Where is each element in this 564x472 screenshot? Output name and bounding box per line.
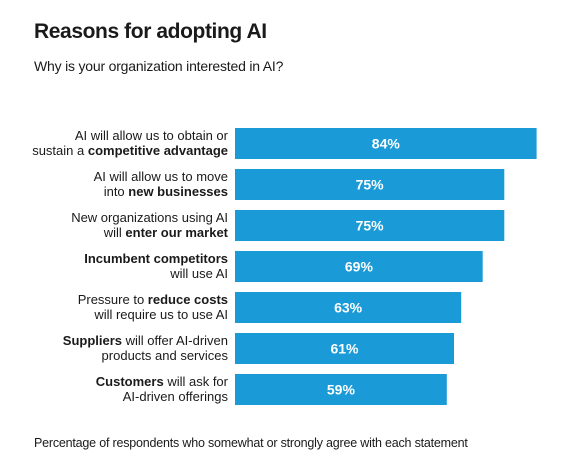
category-label-segment: will use AI [169, 266, 228, 281]
bar [235, 292, 462, 323]
category-label-segment: competitive advantage [88, 143, 228, 158]
category-label-segment: will [103, 225, 126, 240]
category-label-segment: AI will allow us to move [94, 169, 228, 184]
category-label: Suppliers will offer AI-driven products a… [63, 333, 229, 363]
category-label-segment: Suppliers [63, 333, 122, 348]
bar-value-label: 75% [356, 218, 385, 234]
category-label-segment: AI-driven offerings [123, 389, 229, 404]
category-label-segment: Customers [96, 374, 164, 389]
category-label: Pressure to reduce costs will require us … [78, 292, 228, 322]
category-label-segment: products and services [102, 348, 229, 363]
category-label-segment: will require us to use AI [93, 307, 228, 322]
category-label-segment: Pressure to [78, 292, 148, 307]
category-label-segment: reduce costs [148, 292, 228, 307]
bar [235, 374, 447, 405]
bar [235, 128, 537, 159]
bar-value-label: 61% [330, 341, 359, 357]
category-label-segment: sustain a [32, 143, 88, 158]
bar-row: 75% New organizations using AI will enter … [71, 210, 505, 241]
bar-value-label: 59% [327, 382, 356, 398]
bar-row: 69% Incumbent competitors will use AI [84, 251, 483, 282]
category-label: AI will allow us to obtain or sustain a c… [32, 128, 228, 158]
category-label-segment: will ask for [164, 374, 229, 389]
chart-subtitle: Why is your organization interested in A… [34, 58, 284, 74]
bar-row: 59% Customers will ask for AI-driven offer… [96, 374, 447, 405]
bar-row: 61% Suppliers will offer AI-driven product… [63, 333, 454, 364]
category-label: Customers will ask for AI-driven offering… [96, 374, 229, 404]
bar [235, 333, 454, 364]
category-label-segment: new businesses [128, 184, 228, 199]
bar-value-label: 84% [372, 136, 401, 152]
bar-value-label: 69% [345, 259, 374, 275]
category-label-segment: Incumbent competitors [84, 251, 228, 266]
bar [235, 169, 505, 200]
bar [235, 210, 505, 241]
category-label-segment: New organizations using AI [71, 210, 228, 225]
category-label-segment: into [104, 184, 129, 199]
bar-value-label: 75% [356, 177, 385, 193]
category-label: New organizations using AI will enter our… [71, 210, 228, 240]
category-label: Incumbent competitors will use AI [84, 251, 228, 281]
bar-row: 75% AI will allow us to move into new busi… [94, 169, 505, 200]
category-label-segment: AI will allow us to obtain or [75, 128, 229, 143]
bar-row: 84% AI will allow us to obtain or sustain … [32, 128, 537, 159]
category-label: AI will allow us to move into new busines… [94, 169, 228, 199]
category-label-segment: will offer AI-driven [122, 333, 228, 348]
bar [235, 251, 483, 282]
bar-row: 63% Pressure to reduce costs will require … [78, 292, 462, 323]
bar-value-label: 63% [334, 300, 363, 316]
chart-title: Reasons for adopting AI [34, 20, 267, 43]
category-label-segment: enter our market [125, 225, 228, 240]
chart-footnote: Percentage of respondents who somewhat o… [34, 436, 468, 450]
